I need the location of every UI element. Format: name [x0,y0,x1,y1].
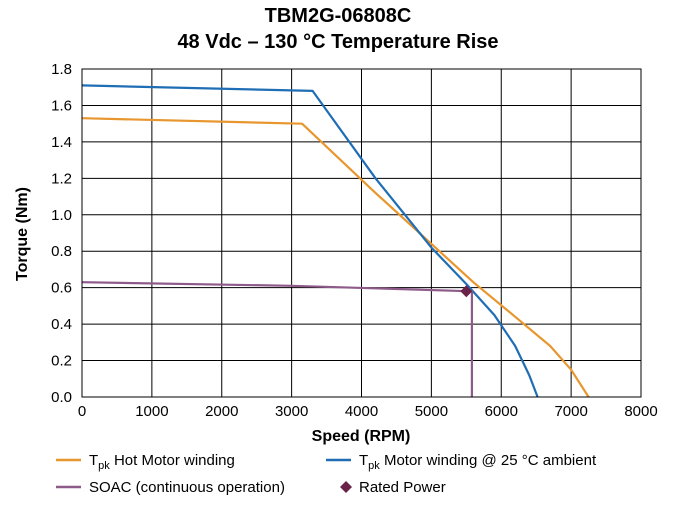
x-axis-title: Speed (RPM) [312,428,411,445]
legend-label: Tpk Motor winding @ 25 °C ambient [359,452,597,472]
y-tick-label: 0.2 [51,353,72,370]
legend-label: Rated Power [359,479,446,496]
legend-label: SOAC (continuous operation) [89,479,285,496]
y-tick-label: 0.6 [51,280,72,297]
series-line [81,84,539,398]
x-tick-label: 2000 [205,403,238,420]
chart-title: TBM2G-06808C [265,5,412,27]
y-tick-label: 0.4 [51,316,72,333]
legend: Tpk Hot Motor winding Tpk Motor winding @… [56,452,597,496]
rated-power-marker [460,285,473,298]
y-tick-label: 0.0 [51,389,72,406]
x-tick-label: 7000 [554,403,587,420]
x-tick-label: 8000 [624,403,657,420]
y-tick-label: 1.8 [51,61,72,78]
chart-subtitle: 48 Vdc – 130 °C Temperature Rise [177,31,498,53]
x-tick-label: 4000 [345,403,378,420]
x-tick-label: 5000 [415,403,448,420]
points-layer [460,285,473,298]
x-tick-label: 1000 [135,403,168,420]
series-line [81,281,473,397]
series-line [81,117,590,398]
legend-swatch [340,481,352,493]
y-axis-title: Torque (Nm) [14,187,31,281]
y-tick-label: 1.0 [51,207,72,224]
x-tick-label: 0 [78,403,86,420]
series-layer [81,84,590,398]
grid [81,68,642,398]
tick-labels: 0 1000 2000 3000 4000 5000 6000 7000 8000 0.0 0.2 0… [51,61,658,420]
y-tick-label: 0.8 [51,243,72,260]
plot-border [81,68,642,398]
y-tick-label: 1.6 [51,97,72,114]
y-tick-label: 1.4 [51,134,72,151]
legend-label: Tpk Hot Motor winding [89,452,235,472]
x-tick-label: 3000 [275,403,308,420]
x-tick-label: 6000 [485,403,518,420]
y-tick-label: 1.2 [51,170,72,187]
